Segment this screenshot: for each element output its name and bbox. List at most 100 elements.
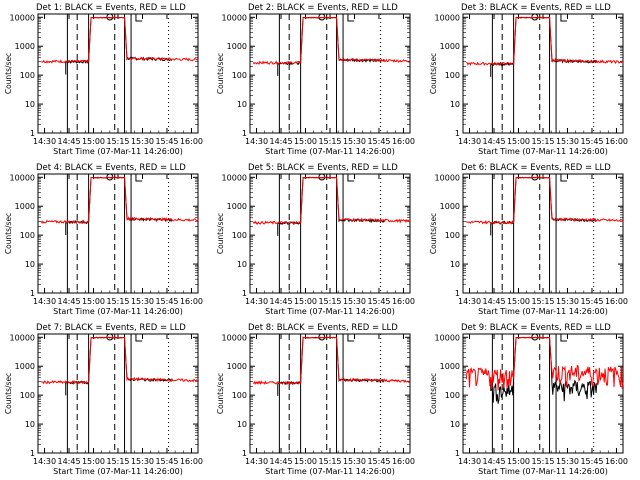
x-tick-label: 15:45 xyxy=(367,297,390,306)
x-tick-label: 15:45 xyxy=(580,137,603,146)
bracket-marker xyxy=(347,14,354,22)
x-axis-label: Start Time (07-Mar-11 14:26:00) xyxy=(53,147,183,156)
x-tick-label: 15:30 xyxy=(343,297,366,306)
series-events-line xyxy=(490,16,598,77)
y-tick-label: 1000 xyxy=(227,362,247,371)
x-axis-label: Start Time (07-Mar-11 14:26:00) xyxy=(478,307,608,316)
x-tick-label: 15:45 xyxy=(580,457,603,466)
bracket-marker xyxy=(560,174,567,182)
y-tick-label: 10000 xyxy=(222,13,247,22)
series-events-line xyxy=(65,16,173,75)
y-tick-label: 10 xyxy=(450,100,460,109)
plot-frame xyxy=(249,173,411,294)
y-tick-label: 10000 xyxy=(10,173,35,182)
x-tick-label: 15:45 xyxy=(367,137,390,146)
x-tick-label: 15:30 xyxy=(131,137,154,146)
x-tick-label: 15:00 xyxy=(294,297,317,306)
panel-title: Det 6: BLACK = Events, RED = LLD xyxy=(461,163,611,173)
x-tick-label: 15:00 xyxy=(82,457,105,466)
y-tick-label: 10 xyxy=(25,420,35,429)
panel-title: Det 8: BLACK = Events, RED = LLD xyxy=(248,323,398,333)
x-axis-label: Start Time (07-Mar-11 14:26:00) xyxy=(265,307,395,316)
x-tick-label: 16:00 xyxy=(605,457,628,466)
x-tick-label: 15:30 xyxy=(131,297,154,306)
y-tick-label: 100 xyxy=(445,391,460,400)
series-events-line xyxy=(277,16,385,76)
y-tick-label: 1 xyxy=(30,449,35,458)
x-tick-label: 15:30 xyxy=(556,137,579,146)
x-tick-label: 15:30 xyxy=(556,457,579,466)
chart-panel: Det 7: BLACK = Events, RED = LLD 1 10 100 10… xyxy=(4,323,203,476)
y-tick-label: 100 xyxy=(232,71,247,80)
y-tick-label: 10000 xyxy=(435,333,460,342)
x-axis-label: Start Time (07-Mar-11 14:26:00) xyxy=(53,307,183,316)
panel-title: Det 4: BLACK = Events, RED = LLD xyxy=(36,163,186,173)
x-tick-label: 16:00 xyxy=(392,297,415,306)
chart-panel: Det 4: BLACK = Events, RED = LLD 1 10 100 10… xyxy=(4,163,203,316)
y-axis-label: Counts/sec xyxy=(4,373,13,414)
x-tick-label: 14:30 xyxy=(245,457,268,466)
y-tick-label: 10 xyxy=(450,420,460,429)
x-axis-label: Start Time (07-Mar-11 14:26:00) xyxy=(265,467,395,476)
plot-frame xyxy=(462,333,624,454)
x-tick-label: 14:45 xyxy=(482,297,505,306)
y-tick-label: 10 xyxy=(237,100,247,109)
chart-panel: Det 3: BLACK = Events, RED = LLD 1 10 100 10… xyxy=(429,3,628,156)
y-tick-label: 100 xyxy=(232,231,247,240)
x-tick-label: 16:00 xyxy=(392,137,415,146)
bracket-marker xyxy=(560,14,567,22)
y-axis-label: Counts/sec xyxy=(429,213,438,254)
chart-panel: Det 8: BLACK = Events, RED = LLD 1 10 100 10… xyxy=(216,323,415,476)
series-events-line xyxy=(490,176,597,236)
y-tick-label: 10 xyxy=(25,260,35,269)
bracket-marker xyxy=(347,334,354,342)
y-tick-label: 1 xyxy=(30,289,35,298)
y-tick-label: 1000 xyxy=(15,202,35,211)
y-tick-label: 10000 xyxy=(10,13,35,22)
x-tick-label: 14:30 xyxy=(33,457,56,466)
chart-panel: Det 6: BLACK = Events, RED = LLD 1 10 100 10… xyxy=(429,163,628,316)
saa-circle-marker xyxy=(318,333,326,341)
series-lld-line xyxy=(465,176,624,225)
x-tick-label: 15:00 xyxy=(507,457,530,466)
panel-title: Det 2: BLACK = Events, RED = LLD xyxy=(248,3,398,13)
y-tick-label: 10 xyxy=(237,260,247,269)
y-tick-label: 10000 xyxy=(435,13,460,22)
series-events-line xyxy=(277,336,385,396)
x-axis-label: Start Time (07-Mar-11 14:26:00) xyxy=(478,147,608,156)
series-lld-line xyxy=(465,336,624,391)
y-axis-label: Counts/sec xyxy=(216,213,225,254)
y-tick-label: 10 xyxy=(450,260,460,269)
y-tick-label: 1000 xyxy=(15,362,35,371)
y-tick-label: 1000 xyxy=(227,42,247,51)
series-lld-line xyxy=(252,176,411,225)
x-tick-label: 15:15 xyxy=(106,457,129,466)
chart-panel: Det 1: BLACK = Events, RED = LLD 1 10 100 10… xyxy=(4,3,203,156)
y-axis-label: Counts/sec xyxy=(429,373,438,414)
y-tick-label: 10000 xyxy=(10,333,35,342)
x-tick-label: 14:30 xyxy=(245,137,268,146)
x-tick-label: 15:45 xyxy=(367,457,390,466)
panel-title: Det 1: BLACK = Events, RED = LLD xyxy=(36,3,186,13)
y-axis-label: Counts/sec xyxy=(216,373,225,414)
x-tick-label: 14:30 xyxy=(458,297,481,306)
x-tick-label: 15:45 xyxy=(155,457,178,466)
x-tick-label: 14:30 xyxy=(458,457,481,466)
panel-title: Det 5: BLACK = Events, RED = LLD xyxy=(248,163,398,173)
x-tick-label: 14:30 xyxy=(245,297,268,306)
plot-frame xyxy=(37,173,199,294)
x-tick-label: 15:15 xyxy=(106,297,129,306)
y-tick-label: 100 xyxy=(20,391,35,400)
series-lld-line xyxy=(40,336,199,385)
x-tick-label: 16:00 xyxy=(180,457,203,466)
bracket-marker xyxy=(347,174,354,182)
x-tick-label: 15:30 xyxy=(131,457,154,466)
y-tick-label: 1 xyxy=(242,129,247,138)
x-tick-label: 15:00 xyxy=(294,137,317,146)
series-events-line xyxy=(65,176,173,235)
panel-title: Det 7: BLACK = Events, RED = LLD xyxy=(36,323,186,333)
x-tick-label: 15:00 xyxy=(294,457,317,466)
saa-circle-marker xyxy=(106,333,114,341)
x-tick-label: 15:15 xyxy=(318,457,341,466)
plot-frame xyxy=(249,333,411,454)
